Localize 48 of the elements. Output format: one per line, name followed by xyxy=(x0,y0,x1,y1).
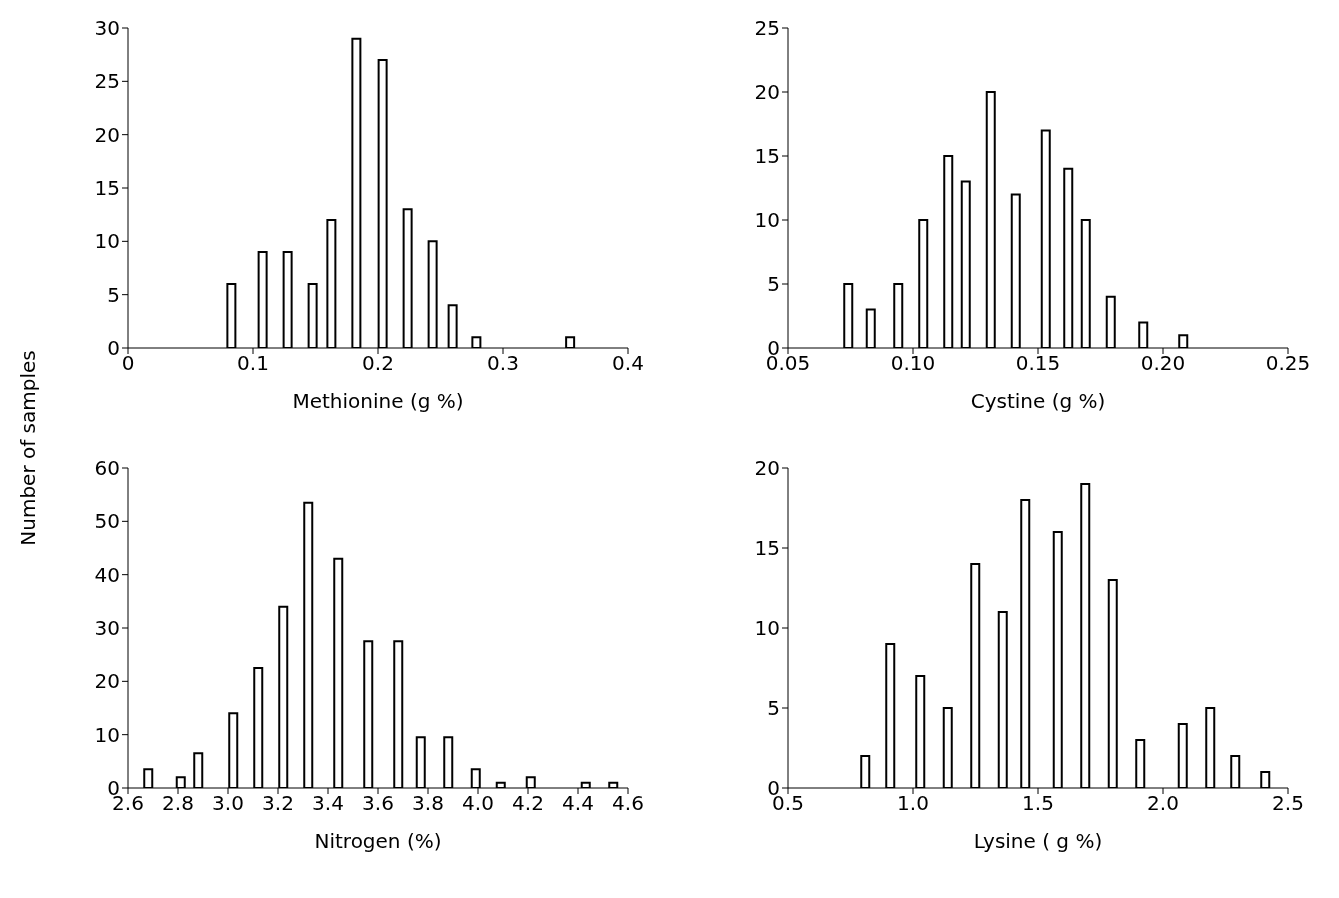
y-tick-label: 10 xyxy=(94,229,120,254)
x-tick-label: 4.4 xyxy=(562,791,594,816)
x-tick-label: 2.8 xyxy=(162,791,194,816)
y-tick-label: 15 xyxy=(754,536,780,561)
x-tick-label: 2.0 xyxy=(1147,791,1179,816)
y-tick-label: 20 xyxy=(94,669,120,694)
y-tick-label: 25 xyxy=(94,69,120,94)
y-tick-label: 30 xyxy=(94,16,120,41)
x-tick-label: 0.2 xyxy=(362,351,394,376)
x-tick-label: 3.0 xyxy=(212,791,244,816)
x-tick-label: 4.2 xyxy=(512,791,544,816)
y-tick-label: 10 xyxy=(94,722,120,747)
y-tick-label: 20 xyxy=(94,122,120,147)
x-tick-label: 3.4 xyxy=(312,791,344,816)
x-tick-label: 0.1 xyxy=(237,351,269,376)
y-tick-label: 15 xyxy=(754,144,780,169)
y-tick-label: 60 xyxy=(94,456,120,481)
y-tick-label: 5 xyxy=(107,282,120,307)
x-tick-label: 1.0 xyxy=(897,791,929,816)
y-axis-title: Number of samples xyxy=(16,350,40,546)
x-axis-title: Cystine (g %) xyxy=(970,389,1106,413)
x-tick-label: 3.6 xyxy=(362,791,394,816)
y-tick-label: 20 xyxy=(754,80,780,105)
x-tick-label: 2.5 xyxy=(1272,791,1304,816)
y-tick-label: 5 xyxy=(767,696,780,721)
x-tick-label: 0.25 xyxy=(1265,351,1311,376)
x-tick-label: 0.15 xyxy=(1015,351,1061,376)
x-tick-label: 0.20 xyxy=(1140,351,1186,376)
y-tick-label: 40 xyxy=(94,562,120,587)
y-tick-label: 5 xyxy=(767,272,780,297)
y-tick-label: 10 xyxy=(754,616,780,641)
y-tick-label: 50 xyxy=(94,509,120,534)
x-axis-title: Lysine ( g %) xyxy=(973,829,1103,853)
x-tick-label: 3.2 xyxy=(262,791,294,816)
x-tick-label: 4.0 xyxy=(462,791,494,816)
x-axis-title: Methionine (g %) xyxy=(292,389,464,413)
x-tick-label: 0.3 xyxy=(487,351,519,376)
y-tick-label: 20 xyxy=(754,456,780,481)
x-tick-label: 0.10 xyxy=(890,351,936,376)
x-tick-label: 4.6 xyxy=(612,791,644,816)
y-tick-label: 15 xyxy=(94,176,120,201)
y-tick-label: 25 xyxy=(754,16,780,41)
x-tick-label: 3.8 xyxy=(412,791,444,816)
x-axis-title: Nitrogen (%) xyxy=(314,829,442,853)
x-tick-label: 1.5 xyxy=(1022,791,1054,816)
x-tick-label: 0.4 xyxy=(612,351,644,376)
y-tick-label: 10 xyxy=(754,208,780,233)
y-tick-label: 30 xyxy=(94,616,120,641)
